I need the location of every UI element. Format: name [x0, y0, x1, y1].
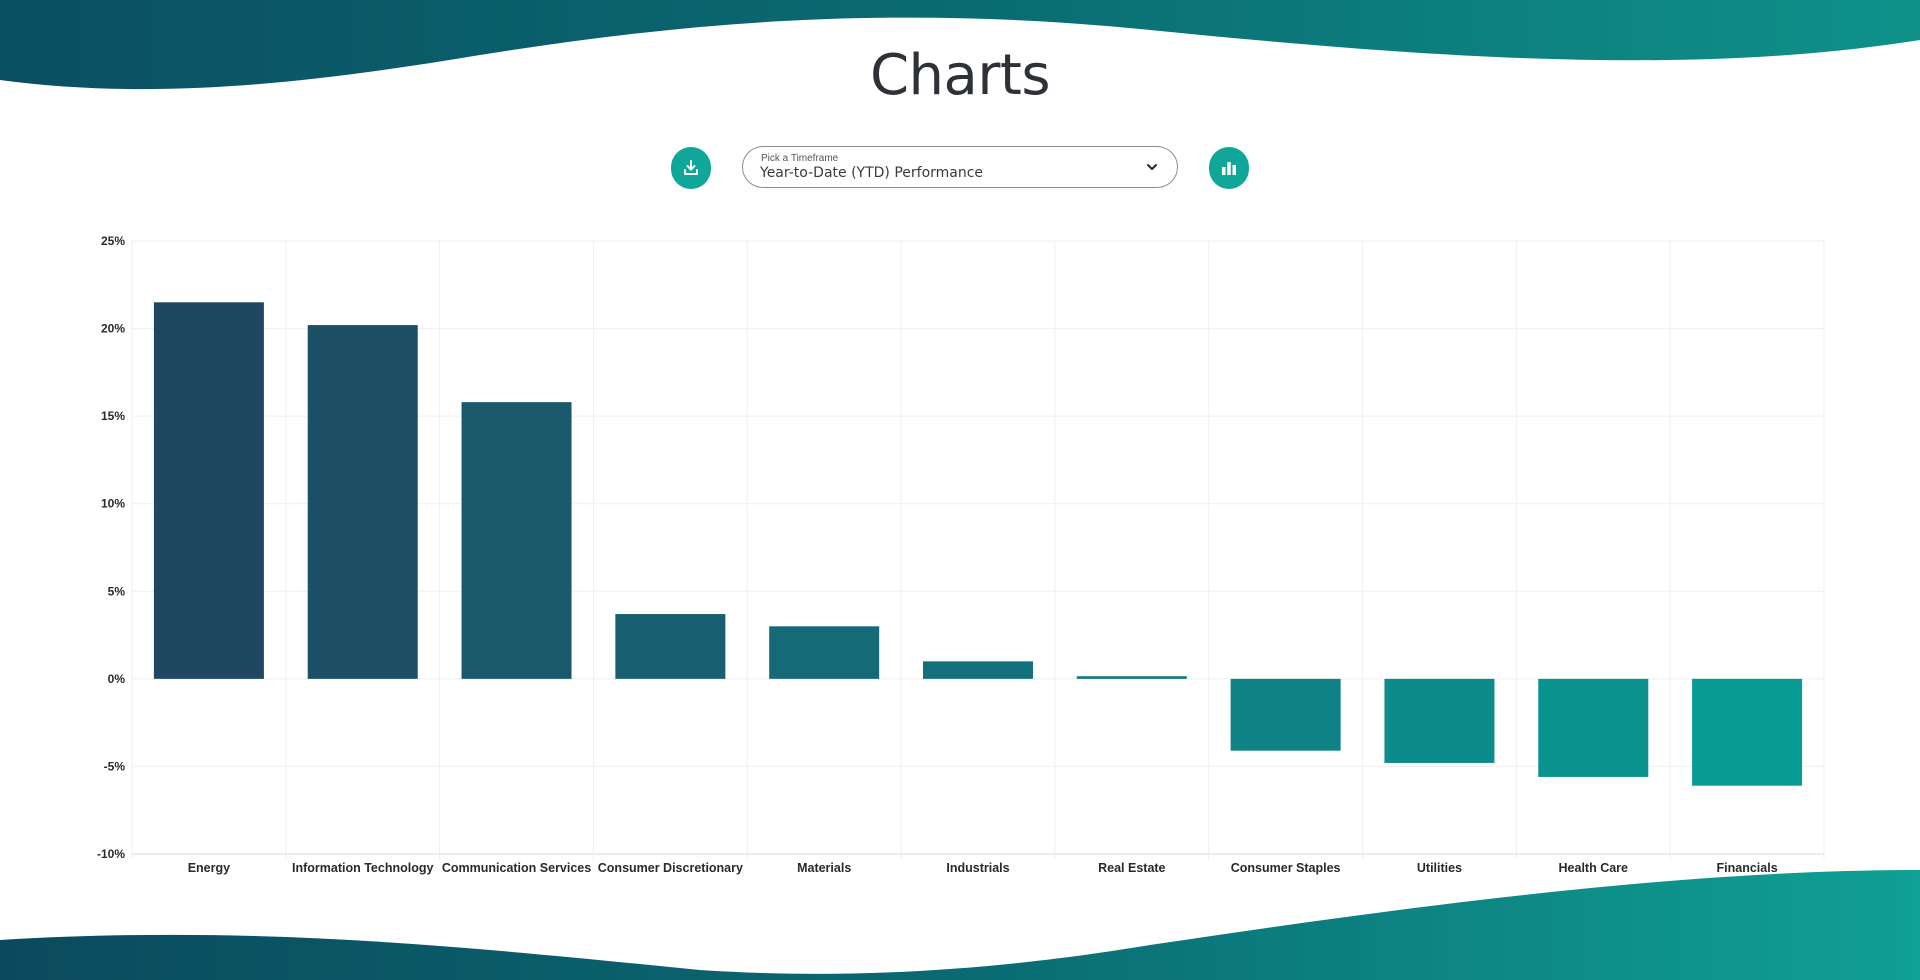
x-category-label: Consumer Discretionary: [598, 861, 743, 875]
download-icon: [684, 160, 698, 175]
y-tick-label: -5%: [104, 759, 126, 773]
x-category-label: Information Technology: [292, 861, 433, 875]
bar-communication-services[interactable]: [461, 402, 572, 679]
page-title: Charts: [869, 43, 1051, 108]
x-category-label: Utilities: [1417, 861, 1462, 875]
y-tick-label: 25%: [101, 234, 125, 248]
y-tick-label: 5%: [108, 584, 126, 598]
y-tick-label: 0%: [108, 672, 126, 686]
y-tick-label: -10%: [97, 847, 125, 861]
bar-health-care[interactable]: [1538, 678, 1649, 777]
timeframe-label: Pick a Timeframe: [761, 153, 839, 164]
x-category-label: Financials: [1717, 861, 1778, 875]
bar-real-estate[interactable]: [1076, 676, 1187, 679]
bar-energy[interactable]: [153, 302, 264, 679]
top-wave-decoration: [0, 0, 1920, 90]
chevron-down-icon: [1147, 164, 1157, 170]
bar-industrials[interactable]: [923, 661, 1033, 679]
y-tick-label: 15%: [101, 409, 125, 423]
y-tick-label: 10%: [101, 497, 125, 511]
y-tick-label: 20%: [101, 322, 125, 336]
x-category-label: Real Estate: [1098, 861, 1165, 875]
x-category-label: Consumer Staples: [1231, 861, 1341, 875]
x-category-label: Communication Services: [442, 861, 591, 875]
bar-information-technology[interactable]: [307, 325, 418, 679]
bar-materials[interactable]: [769, 626, 880, 679]
x-category-label: Health Care: [1559, 861, 1629, 875]
timeframe-select[interactable]: Pick a Timeframe Year-to-Date (YTD) Perf…: [742, 146, 1178, 188]
bar-utilities[interactable]: [1384, 678, 1495, 763]
x-category-label: Materials: [797, 861, 851, 875]
timeframe-value: Year-to-Date (YTD) Performance: [760, 165, 984, 181]
bar-consumer-staples[interactable]: [1230, 678, 1341, 751]
download-button[interactable]: [671, 147, 711, 189]
bottom-wave-decoration: [0, 870, 1920, 980]
bar-chart-icon: [1222, 162, 1236, 175]
bar-financials[interactable]: [1692, 678, 1803, 786]
chart-type-button[interactable]: [1209, 147, 1249, 189]
bar-consumer-discretionary[interactable]: [615, 614, 726, 679]
x-category-label: Industrials: [946, 861, 1009, 875]
x-category-label: Energy: [188, 861, 230, 875]
